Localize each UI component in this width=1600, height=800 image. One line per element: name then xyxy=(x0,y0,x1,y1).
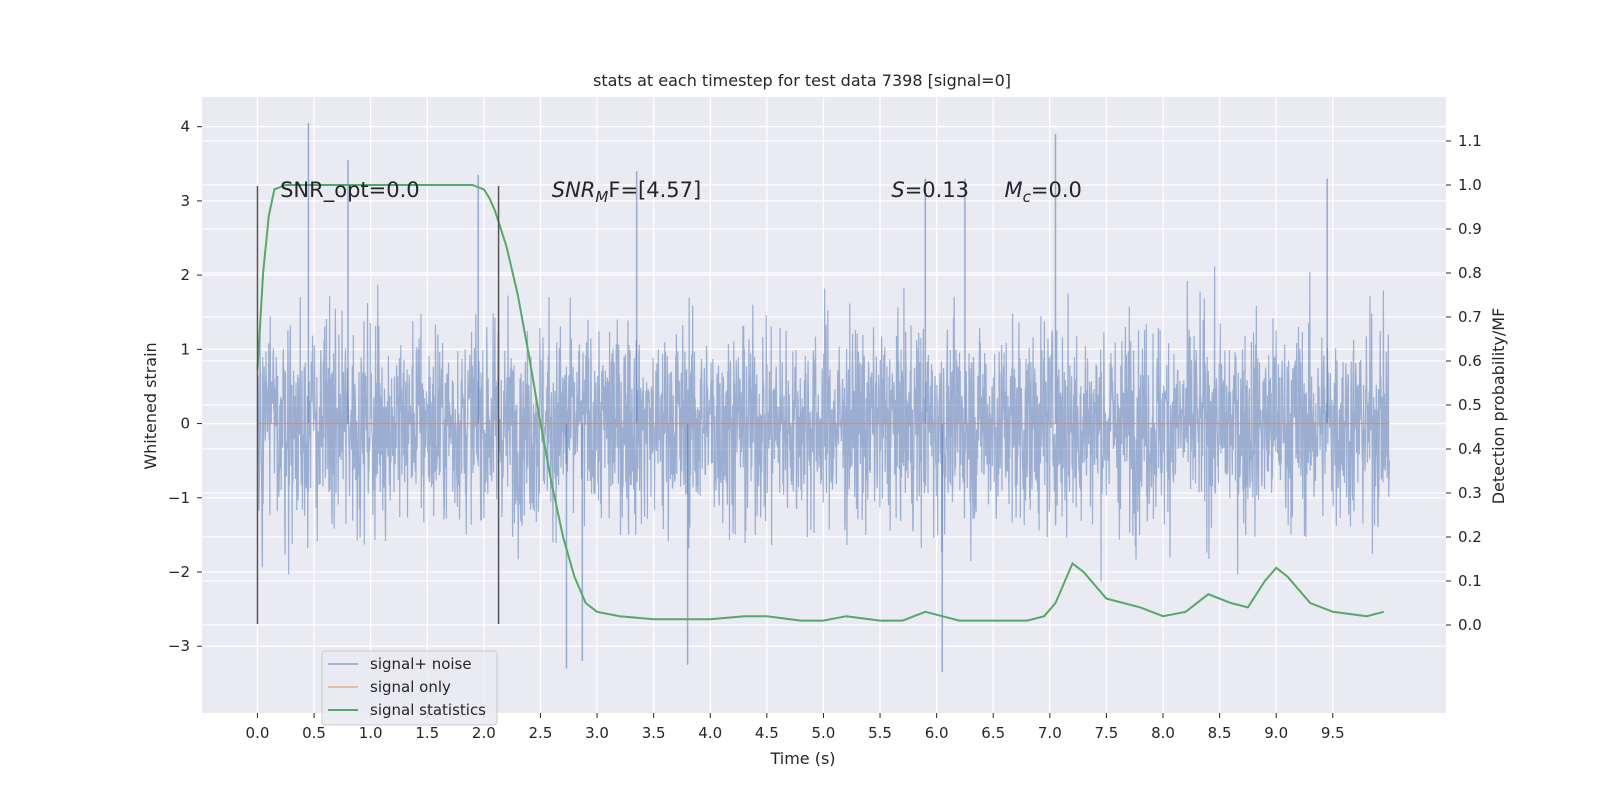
y-tick-label-right: 0.4 xyxy=(1458,440,1482,458)
y-tick-label-right: 0.2 xyxy=(1458,528,1482,546)
y-tick-label-right: 0.6 xyxy=(1458,352,1482,370)
y-tick-label-right: 0.5 xyxy=(1458,396,1482,414)
legend-label-signal-only: signal only xyxy=(370,678,451,696)
y-axis-label: Whitened strain xyxy=(141,342,160,469)
x-axis-label: Time (s) xyxy=(769,749,835,768)
y-tick-label-right: 0.8 xyxy=(1458,264,1482,282)
y-tick-label: −2 xyxy=(168,563,190,581)
y-tick-label-right: 1.1 xyxy=(1458,132,1482,150)
noise-trace xyxy=(256,266,1390,582)
annotation-1: SNRMF=[4.57] xyxy=(552,178,701,206)
y-tick-label-right: 0.9 xyxy=(1458,220,1482,238)
y-tick-label-right: 0.1 xyxy=(1458,572,1482,590)
x-tick-label: 2.5 xyxy=(529,724,553,742)
y-tick-label: −3 xyxy=(168,637,190,655)
annotations: SNR_opt=0.0 SNRMF=[4.57] S=0.13 Mc=0.0 xyxy=(280,178,1082,206)
y-tick-label-right: 1.0 xyxy=(1458,176,1482,194)
x-tick-label: 0.5 xyxy=(302,724,326,742)
x-tick-label: 7.0 xyxy=(1038,724,1062,742)
x-tick-label: 3.0 xyxy=(585,724,609,742)
x-tick-label: 5.5 xyxy=(868,724,892,742)
legend: signal+ noise signal only signal statist… xyxy=(321,650,498,726)
x-tick-label: 0.0 xyxy=(246,724,270,742)
chart-title: stats at each timestep for test data 739… xyxy=(593,71,1011,90)
annotation-sub: M xyxy=(595,188,608,206)
y-axis-label-right: Detection probability/MF xyxy=(1489,308,1508,505)
y-tick-label: 1 xyxy=(180,340,190,358)
y-tick-label-right: 0.7 xyxy=(1458,308,1482,326)
annotation-2: S=0.13 xyxy=(891,178,969,202)
y-tick-label: −1 xyxy=(168,489,190,507)
y-tick-label: 0 xyxy=(180,415,190,433)
x-tick-label: 4.0 xyxy=(698,724,722,742)
y-tick-label-right: 0.3 xyxy=(1458,484,1482,502)
legend-label-noise: signal+ noise xyxy=(370,655,472,673)
annotation-main: SNR xyxy=(552,178,596,202)
annotation-0: SNR_opt=0.0 xyxy=(280,178,420,203)
x-tick-label: 2.0 xyxy=(472,724,496,742)
y-tick-label: 2 xyxy=(180,266,190,284)
x-tick-label: 6.5 xyxy=(981,724,1005,742)
signal-statistics-line xyxy=(256,184,1384,622)
annotation-main: S xyxy=(891,178,904,202)
x-tick-label: 8.5 xyxy=(1208,724,1232,742)
x-tick-label: 3.5 xyxy=(642,724,666,742)
annotation-main: M xyxy=(1005,178,1023,202)
x-tick-label: 6.0 xyxy=(925,724,949,742)
x-tick-label: 5.0 xyxy=(812,724,836,742)
annotation-rest: =0.0 xyxy=(1031,178,1082,202)
y-tick-label: 4 xyxy=(180,118,190,136)
series-lines xyxy=(256,184,1390,622)
annotation-sub: c xyxy=(1023,188,1032,206)
annotation-rest: =0.13 xyxy=(905,178,969,202)
vertical-lines xyxy=(256,186,500,624)
legend-label-statistics: signal statistics xyxy=(370,701,486,719)
x-tick-label: 7.5 xyxy=(1094,724,1118,742)
x-tick-label: 8.0 xyxy=(1151,724,1175,742)
annotation-3: Mc=0.0 xyxy=(1005,178,1082,206)
series-signal-noise xyxy=(256,122,1390,673)
y-tick-label: 3 xyxy=(180,192,190,210)
y-tick-label-right: 0.0 xyxy=(1458,616,1482,634)
ticks: 0.0 0.5 1.0 1.5 2.0 2.5 3.0 3.5 4.0 4.5 5.0 5.5 6.0 6… xyxy=(168,118,1482,742)
x-tick-label: 4.5 xyxy=(755,724,779,742)
x-tick-label: 1.5 xyxy=(415,724,439,742)
x-tick-label: 9.5 xyxy=(1321,724,1345,742)
x-tick-label: 1.0 xyxy=(359,724,383,742)
annotation-rest: F=[4.57] xyxy=(608,178,701,202)
legend-box xyxy=(321,650,498,726)
x-tick-label: 9.0 xyxy=(1264,724,1288,742)
